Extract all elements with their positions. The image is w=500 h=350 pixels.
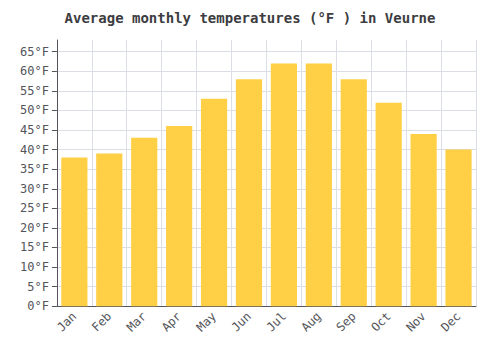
svg-text:10°F: 10°F: [20, 260, 49, 274]
svg-text:Jul: Jul: [264, 309, 289, 334]
svg-text:25°F: 25°F: [20, 201, 49, 215]
svg-text:45°F: 45°F: [20, 123, 49, 137]
svg-text:Apr: Apr: [159, 309, 184, 334]
svg-text:0°F: 0°F: [27, 299, 49, 313]
svg-text:Mar: Mar: [124, 309, 149, 334]
svg-text:65°F: 65°F: [20, 45, 49, 59]
svg-text:40°F: 40°F: [20, 143, 49, 157]
svg-text:60°F: 60°F: [20, 64, 49, 78]
svg-text:30°F: 30°F: [20, 182, 49, 196]
svg-text:15°F: 15°F: [20, 240, 49, 254]
svg-text:Feb: Feb: [89, 309, 114, 334]
svg-text:Jun: Jun: [229, 309, 254, 334]
svg-text:May: May: [194, 309, 219, 334]
svg-text:Sep: Sep: [333, 309, 358, 334]
svg-text:Nov: Nov: [403, 309, 428, 334]
svg-text:Oct: Oct: [368, 309, 393, 334]
svg-text:50°F: 50°F: [20, 103, 49, 117]
svg-text:Average monthly temperatures (: Average monthly temperatures (°F ) in Ve…: [65, 10, 436, 26]
svg-text:Dec: Dec: [438, 309, 463, 334]
svg-text:Aug: Aug: [299, 309, 324, 334]
svg-text:20°F: 20°F: [20, 221, 49, 235]
svg-text:35°F: 35°F: [20, 162, 49, 176]
svg-text:55°F: 55°F: [20, 84, 49, 98]
svg-text:Jan: Jan: [54, 309, 79, 334]
svg-text:5°F: 5°F: [27, 280, 49, 294]
